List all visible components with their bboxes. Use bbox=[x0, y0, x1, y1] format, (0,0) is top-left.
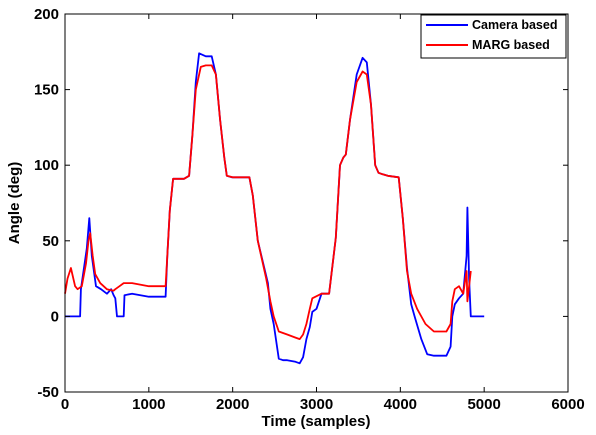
legend-label-marg: MARG based bbox=[472, 38, 550, 52]
legend: Camera based MARG based bbox=[420, 14, 567, 59]
y-tick-label: -50 bbox=[37, 384, 59, 401]
x-tick-label: 5000 bbox=[467, 396, 500, 413]
x-tick-label: 2000 bbox=[216, 396, 249, 413]
y-tick-label: 200 bbox=[34, 6, 59, 23]
x-tick-label: 0 bbox=[61, 396, 69, 413]
y-tick-label: 150 bbox=[34, 82, 59, 99]
x-tick-label: 3000 bbox=[300, 396, 333, 413]
axis-ticks bbox=[64, 13, 569, 393]
x-axis-title: Time (samples) bbox=[262, 413, 371, 430]
series-line-camera-based bbox=[65, 52, 485, 365]
legend-label-camera: Camera based bbox=[472, 18, 557, 32]
x-tick-label: 1000 bbox=[132, 396, 165, 413]
y-tick-label: 100 bbox=[34, 157, 59, 174]
y-tick-label: 0 bbox=[51, 308, 59, 325]
legend-box bbox=[420, 14, 567, 59]
x-tick-label: 6000 bbox=[551, 396, 584, 413]
plot-area bbox=[65, 14, 568, 392]
x-tick-label: 4000 bbox=[384, 396, 417, 413]
series-lines bbox=[64, 52, 485, 365]
y-axis-title: Angle (deg) bbox=[6, 162, 23, 245]
series-line-marg-based bbox=[64, 64, 472, 341]
y-tick-label: 50 bbox=[42, 233, 59, 250]
